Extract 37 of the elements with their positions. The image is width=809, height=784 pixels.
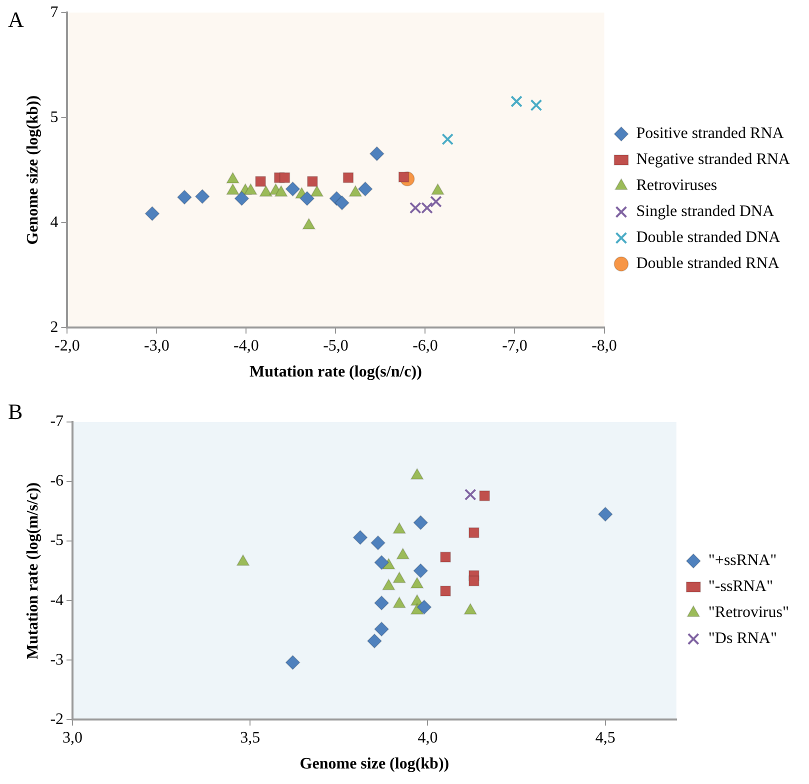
- text: B: [8, 398, 23, 424]
- legend-label: Double stranded DNA: [636, 229, 781, 246]
- legend-label: "Retrovirus": [708, 604, 789, 622]
- legend-label: "-ssRNA": [708, 578, 774, 596]
- x-tick-label: 4,5: [595, 729, 616, 746]
- y-tick-label: -5: [50, 532, 64, 550]
- y-tick-label: -7: [50, 413, 64, 430]
- legend-label: Positive stranded RNA: [636, 125, 784, 142]
- x-tick-label: 4,0: [418, 729, 438, 746]
- x-tick-label: -4,0: [234, 337, 259, 354]
- x-tick-label: -5,0: [323, 337, 348, 354]
- y-axis-title: Genome size (log(kb)): [24, 95, 42, 245]
- y-tick-label: 2: [50, 318, 58, 336]
- x-tick-label: -3,0: [144, 337, 170, 354]
- legend-label: Double stranded RNA: [636, 255, 780, 272]
- y-tick-label: -3: [50, 651, 64, 668]
- legend-label: "+ssRNA": [708, 552, 777, 570]
- y-tick-label: -2: [50, 710, 64, 728]
- legend-label: Negative stranded RNA: [636, 151, 790, 168]
- y-tick-label: -4: [50, 592, 64, 609]
- x-tick-label: -7,0: [502, 337, 528, 354]
- y-tick-label: 5: [50, 108, 58, 126]
- x-tick-label: 3,0: [62, 729, 83, 746]
- text: A: [8, 6, 24, 32]
- x-tick-label: -2,0: [54, 337, 80, 354]
- legend-label: Single stranded DNA: [636, 203, 774, 220]
- legend-label: "Ds RNA": [708, 630, 778, 648]
- y-tick-label: 4: [50, 214, 58, 231]
- x-tick-label: -6,0: [412, 337, 438, 354]
- y-axis-title: Mutation rate (log(m/s/c)): [24, 482, 42, 660]
- x-tick-label: -8,0: [592, 337, 617, 354]
- legend-label: Retroviruses: [636, 177, 718, 194]
- x-axis-title: Genome size (log(kb)): [300, 756, 450, 773]
- y-tick-label: 7: [50, 4, 58, 21]
- x-axis-title: Mutation rate (log(s/n/c)): [250, 364, 422, 381]
- y-tick-label: -6: [50, 472, 64, 490]
- x-tick-label: 3,5: [240, 729, 260, 746]
